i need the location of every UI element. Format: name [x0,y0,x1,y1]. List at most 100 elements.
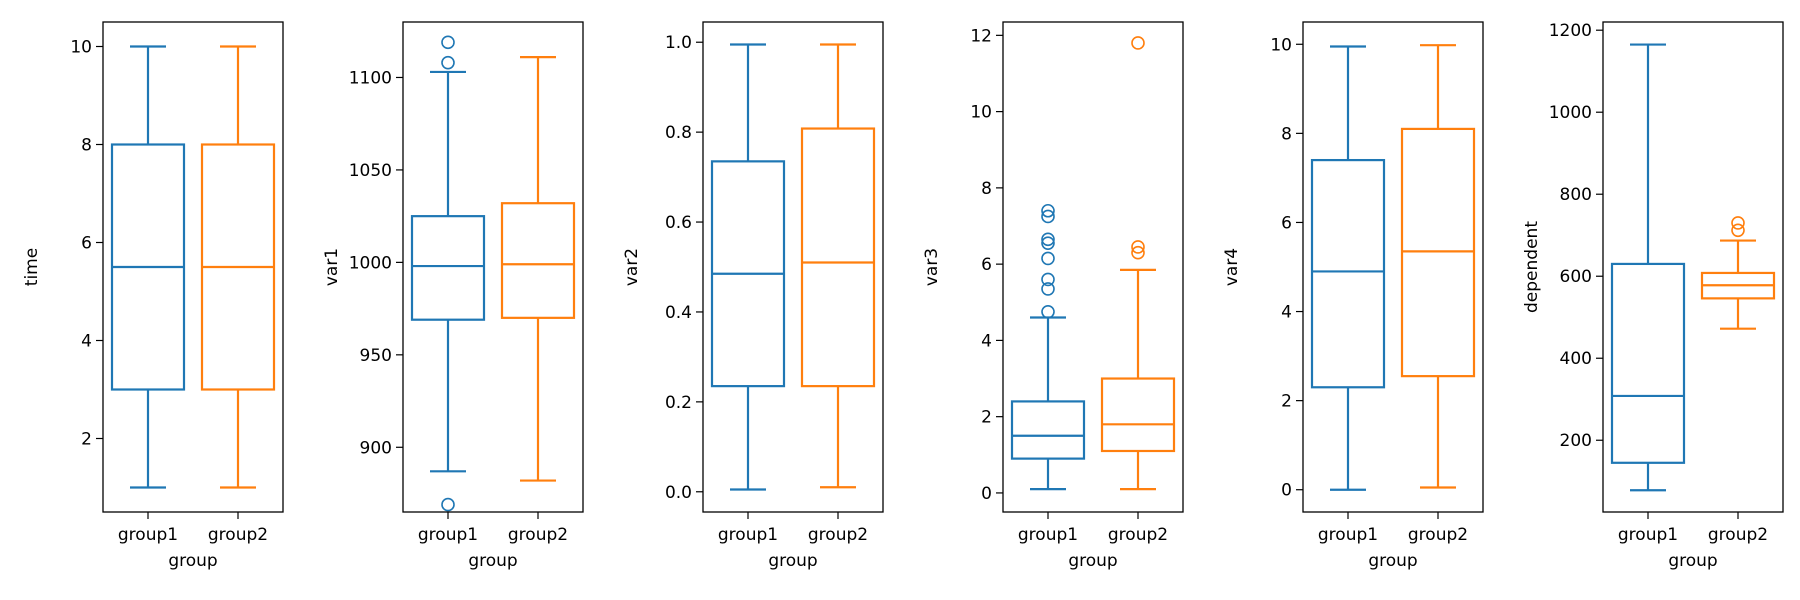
y-axis-label: var3 [922,248,942,286]
outlier-point [1041,232,1055,247]
y-tick-label: 900 [360,438,392,458]
outlier-point [1041,282,1055,296]
box-group1 [410,35,486,512]
iqr-box [1100,377,1176,453]
box-group1 [1010,203,1086,491]
y-tick-label: 800 [1560,185,1592,205]
x-axis-label: group [468,551,517,571]
y-tick-label: 4 [81,332,92,352]
y-tick-label: 0.2 [665,393,692,413]
y-tick-label: 1000 [1549,103,1592,123]
x-tick-label: group2 [1108,525,1168,545]
x-tick-label: group2 [1408,525,1468,545]
axes-frame [102,21,284,513]
x-tick-label: group1 [118,525,178,545]
axes-frame [1602,21,1784,513]
y-tick-label: 2 [81,430,92,450]
outlier-point [1041,209,1055,224]
x-tick-label: group2 [208,525,268,545]
y-tick-label: 0.0 [665,483,692,503]
axes-frame [702,21,884,513]
x-tick-label: group2 [808,525,868,545]
y-tick-label: 10 [1270,35,1292,55]
x-tick-label: group1 [1018,525,1078,545]
y-tick-label: 0.4 [665,303,692,323]
outlier-point [1041,236,1055,250]
y-tick-label: 0.6 [665,213,692,233]
box-group1 [1610,43,1686,492]
x-tick-label: group2 [1708,525,1768,545]
iqr-box [410,215,486,321]
y-tick-label: 1200 [1549,21,1592,41]
y-axis-label: time [22,248,42,286]
outlier-point [1131,245,1145,260]
outlier-point [1041,272,1055,287]
iqr-box [500,202,576,319]
x-tick-label: group2 [508,525,568,545]
y-tick-label: 200 [1560,431,1592,451]
y-tick-label: 2 [1281,392,1292,412]
iqr-box [1610,262,1686,464]
subplot-var3: 0 2 4 6 8 10 12 group1 group2 group var3 [922,21,1184,571]
y-tick-label: 2 [981,408,992,428]
y-tick-label: 600 [1560,267,1592,287]
box-group2 [200,45,276,489]
iqr-box [1400,127,1476,378]
y-tick-label: 1000 [349,253,392,273]
x-tick-label: group1 [1618,525,1678,545]
outlier-point [441,35,455,50]
y-tick-label: 1050 [349,161,392,181]
y-tick-label: 6 [81,234,92,254]
y-tick-label: 8 [981,179,992,199]
box-group2 [500,56,576,482]
axes-frame [402,21,584,513]
iqr-box [1010,400,1086,460]
axes-frame [1302,21,1484,513]
axes-frame [1002,21,1184,513]
box-group2 [800,43,876,489]
box-group2 [1100,36,1176,491]
y-tick-label: 6 [1281,213,1292,233]
y-tick-label: 0 [981,484,992,504]
y-tick-label: 10 [970,103,992,123]
y-tick-label: 8 [1281,124,1292,144]
y-tick-label: 950 [360,346,392,366]
y-tick-label: 0 [1281,481,1292,501]
box-group1 [110,45,186,489]
x-axis-label: group [1068,551,1117,571]
subplot-var1: 900 950 1000 1050 1100 group1 group2 group var1 [322,21,584,571]
y-axis-label: var2 [622,248,642,286]
box-group2 [1400,44,1476,489]
y-tick-label: 12 [970,26,992,46]
subplot-var2: 0.0 0.2 0.4 0.6 0.8 1.0 group1 group2 group var2 [622,21,884,571]
x-tick-label: group1 [718,525,778,545]
y-axis-label: var1 [322,248,342,286]
x-axis-label: group [768,551,817,571]
y-tick-label: 0.8 [665,123,692,143]
x-tick-label: group1 [1318,525,1378,545]
outlier-point [1131,36,1145,50]
subplot-dependent: 200 400 600 800 1000 1200 group1 group2 group dep… [1522,21,1784,571]
x-axis-label: group [1368,551,1417,571]
outlier-point [1731,223,1745,238]
y-tick-label: 4 [981,331,992,351]
iqr-box [800,127,876,388]
y-tick-label: 8 [81,136,92,156]
outlier-point [1131,240,1145,254]
y-tick-label: 10 [70,38,92,58]
outlier-point [1041,251,1055,266]
y-tick-label: 6 [981,255,992,275]
box-group2 [1700,216,1776,330]
x-axis-label: group [1668,551,1717,571]
x-tick-label: group1 [418,525,478,545]
outlier-point [441,497,455,512]
outlier-point [1041,305,1055,319]
y-axis-label: dependent [1522,221,1542,313]
box-group1 [1310,45,1386,491]
subplot-var4: 0 2 4 6 8 10 group1 group2 group var4 [1222,21,1484,571]
subplot-time: 2 4 6 8 10 group1 group2 group time [22,21,284,571]
outlier-point [441,55,455,70]
y-tick-label: 1.0 [665,33,692,53]
